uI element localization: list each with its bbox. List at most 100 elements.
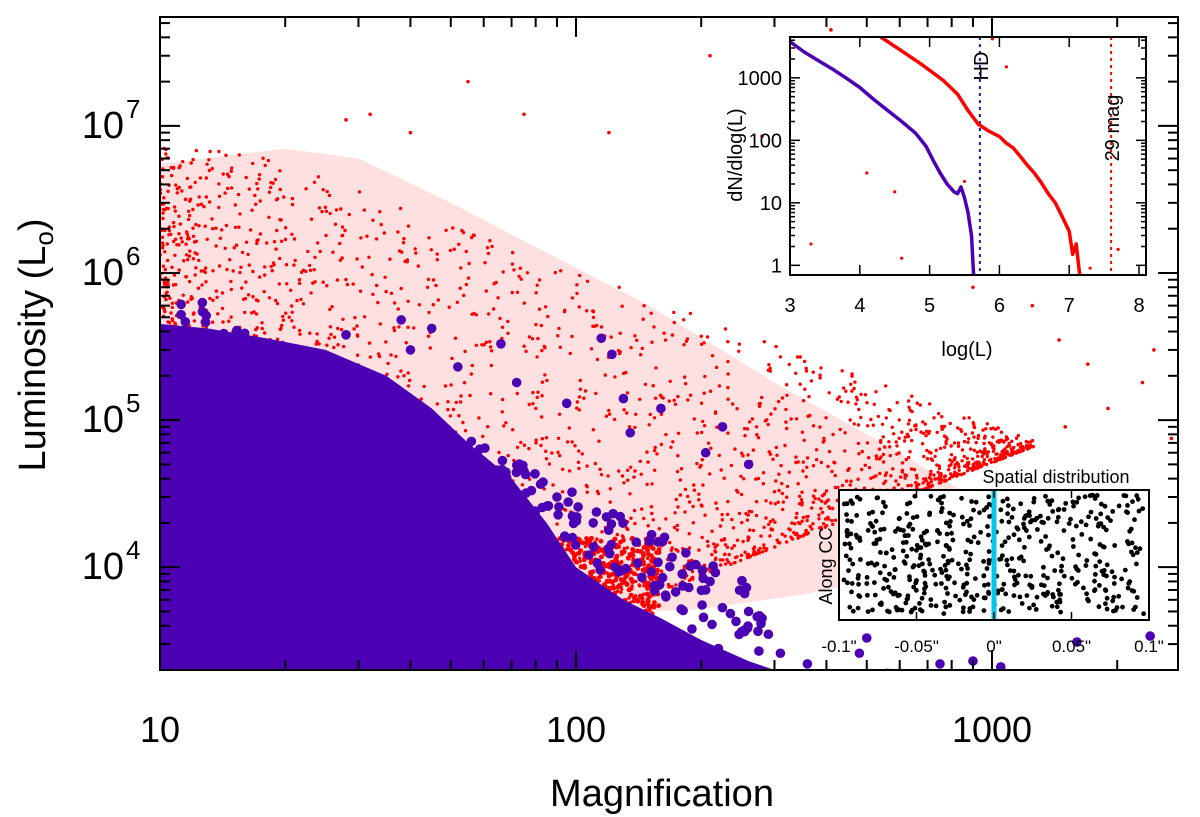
red-source-point xyxy=(865,441,870,445)
red-source-point xyxy=(652,448,657,453)
red-source-point xyxy=(650,340,654,344)
red-source-point xyxy=(253,193,257,198)
red-source-point xyxy=(382,231,386,235)
red-source-point xyxy=(243,310,247,315)
red-source-point xyxy=(577,395,582,399)
red-source-point xyxy=(651,384,655,388)
red-source-point xyxy=(638,397,642,401)
red-source-point xyxy=(450,356,454,361)
red-source-point xyxy=(948,421,952,426)
red-source-point xyxy=(634,579,638,584)
red-source-point xyxy=(659,442,664,447)
red-source-point xyxy=(217,149,221,154)
red-source-point xyxy=(180,240,184,244)
red-source-point xyxy=(723,327,728,331)
red-source-point xyxy=(557,453,562,458)
red-source-point xyxy=(966,440,970,444)
red-source-point xyxy=(343,228,347,233)
red-source-point xyxy=(275,337,280,341)
red-source-point xyxy=(790,521,794,525)
red-source-point xyxy=(282,195,286,199)
red-source-point xyxy=(210,217,214,221)
red-source-point xyxy=(575,291,579,296)
red-source-point xyxy=(940,424,944,429)
red-source-point xyxy=(669,445,673,449)
red-source-point xyxy=(780,481,784,486)
red-source-point xyxy=(733,447,737,451)
red-source-point xyxy=(462,293,466,298)
red-source-point xyxy=(719,538,724,542)
red-source-point xyxy=(582,396,586,400)
red-source-point xyxy=(229,279,233,284)
red-source-point xyxy=(204,280,208,284)
red-source-point xyxy=(710,529,714,533)
red-source-point xyxy=(512,268,516,272)
red-source-point xyxy=(776,399,781,404)
red-source-point xyxy=(578,559,582,563)
red-source-point xyxy=(913,424,917,428)
red-source-point xyxy=(325,189,329,194)
red-source-point xyxy=(1024,439,1029,444)
red-source-point xyxy=(833,485,838,490)
red-source-point xyxy=(991,449,996,453)
red-source-point xyxy=(284,263,289,267)
red-source-point xyxy=(869,476,873,480)
red-source-point xyxy=(998,453,1003,457)
red-source-point xyxy=(781,507,785,512)
red-source-point xyxy=(641,317,645,321)
red-source-point xyxy=(266,158,271,163)
red-source-point xyxy=(754,513,759,518)
red-source-point xyxy=(714,365,719,370)
red-source-point xyxy=(567,469,572,473)
red-source-point xyxy=(797,502,802,506)
red-source-point xyxy=(435,402,439,406)
red-source-point xyxy=(642,516,646,521)
red-source-point xyxy=(761,482,766,486)
red-source-point xyxy=(506,453,510,458)
red-source-point xyxy=(589,347,594,351)
red-source-point xyxy=(172,239,176,244)
red-source-point xyxy=(469,372,473,376)
red-source-point xyxy=(377,354,382,359)
red-source-point xyxy=(169,311,173,315)
red-source-point xyxy=(397,325,401,329)
red-source-point xyxy=(856,423,861,427)
red-source-point xyxy=(892,432,896,436)
red-source-point xyxy=(208,149,212,154)
red-source-point xyxy=(452,247,456,251)
red-source-point xyxy=(956,444,961,448)
red-source-point xyxy=(217,182,221,186)
red-source-point xyxy=(351,282,355,286)
red-source-point xyxy=(969,447,973,451)
red-source-point xyxy=(448,414,453,418)
red-source-point xyxy=(976,436,980,440)
red-source-point xyxy=(722,476,726,480)
red-source-point xyxy=(910,438,914,443)
red-source-point xyxy=(801,469,805,473)
red-source-point xyxy=(284,311,288,315)
red-source-point xyxy=(324,233,328,238)
red-source-point xyxy=(985,422,989,426)
red-source-point xyxy=(976,433,981,438)
red-source-point xyxy=(785,393,789,397)
red-source-point xyxy=(535,283,539,287)
red-source-point xyxy=(360,265,364,269)
red-source-point xyxy=(810,527,814,531)
red-source-point xyxy=(162,196,166,200)
red-source-point xyxy=(261,156,265,160)
red-source-point xyxy=(401,241,406,245)
red-source-point xyxy=(608,487,612,491)
red-source-point xyxy=(714,556,718,560)
red-source-point xyxy=(483,261,487,265)
red-source-point xyxy=(220,291,225,295)
red-source-point xyxy=(881,452,886,457)
red-source-point xyxy=(591,428,595,432)
red-source-point xyxy=(278,256,282,261)
red-source-point xyxy=(804,369,809,373)
red-source-point xyxy=(664,432,668,437)
red-source-point xyxy=(848,418,852,422)
red-source-point xyxy=(333,222,338,226)
red-source-point xyxy=(963,432,968,436)
red-source-point xyxy=(692,488,697,492)
red-source-point xyxy=(167,320,172,325)
